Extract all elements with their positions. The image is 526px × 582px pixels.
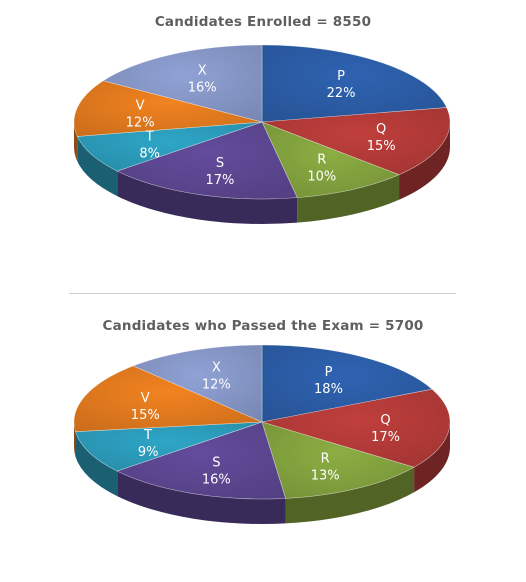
slice-percent-p: 22% [327,86,356,101]
pie-slice-p [261,344,433,423]
pie-side-s [117,471,286,524]
slice-name-r: R [321,452,330,467]
slice-name-r: R [317,153,326,168]
slice-percent-t: 8% [139,147,160,162]
pie-slice-s [116,421,286,500]
slice-percent-x: 16% [188,80,217,95]
slice-percent-r: 13% [311,469,340,484]
pie-slice-s [116,121,298,200]
pie-slice-q [261,107,451,176]
slice-name-s: S [212,455,220,470]
pie-slice-v [73,365,263,432]
slice-name-q: Q [380,413,390,428]
pie-slice-v [73,80,263,137]
chart-title-enrolled: Candidates Enrolled = 8550 [154,14,372,30]
slice-name-q: Q [376,122,386,137]
slice-name-v: V [136,98,145,113]
pie-slice-t [76,121,263,172]
slice-percent-x: 12% [202,378,231,393]
slice-percent-v: 15% [131,408,160,423]
pie-side-v [74,122,78,162]
slice-name-v: V [141,391,150,406]
slice-name-x: X [212,361,221,376]
slice-name-p: P [337,69,345,84]
pie-slice-q [261,388,451,468]
pie-chart-passed: P 18% Q 17% R 13% S 16% T 9% V 15% X 12% [73,344,451,524]
slice-name-t: T [143,428,152,443]
pie-side-s [117,171,298,224]
slice-percent-t: 9% [138,445,159,460]
slice-name-t: T [145,130,154,145]
pie-slice-p [261,44,448,123]
chart-title-passed: Candidates who Passed the Exam = 5700 [102,318,424,334]
pie-slice-t [75,421,263,472]
divider [69,293,456,294]
slice-percent-q: 17% [371,430,400,445]
slice-percent-s: 17% [206,173,235,188]
pie-slice-r [261,421,415,499]
slice-name-s: S [216,156,224,171]
slice-percent-q: 15% [367,139,396,154]
slice-name-p: P [325,365,333,380]
pie-slice-x [102,44,263,123]
pie-side-t [75,431,118,497]
pie-side-r [297,174,400,223]
slice-percent-p: 18% [314,382,343,397]
pie-chart-enrolled: P 22% Q 15% R 10% S 17% T 8% V 12% X 16% [73,44,451,224]
pie-side-q [414,422,450,493]
pie-slice-x [132,344,263,423]
slice-percent-v: 12% [126,115,155,130]
pie-slice-r [261,121,400,198]
slice-percent-r: 10% [307,170,336,185]
slice-name-x: X [198,63,207,78]
pie-side-t [77,136,118,197]
slice-percent-s: 16% [202,472,231,487]
